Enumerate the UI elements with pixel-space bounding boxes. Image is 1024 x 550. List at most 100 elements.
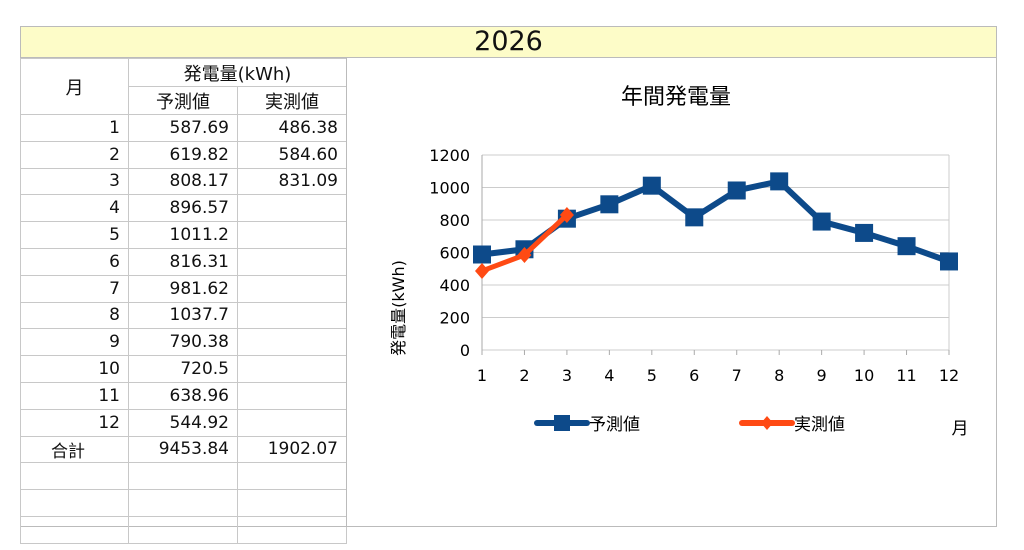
group-header: 発電量(kWh) [128, 58, 347, 87]
month-cell: 6 [20, 247, 129, 276]
x-tick-label: 3 [562, 366, 572, 385]
forecast-cell: 587.69 [128, 114, 238, 142]
data-point [855, 223, 874, 242]
total-row: 合計 9453.84 1902.07 [20, 435, 347, 464]
x-tick-label: 6 [689, 366, 699, 385]
data-point [473, 245, 491, 264]
month-cell: 4 [20, 194, 129, 223]
forecast-cell: 816.31 [128, 247, 238, 276]
month-cell: 12 [20, 408, 129, 437]
table-row: 1 587.69 486.38 [20, 114, 347, 142]
empty-row [20, 489, 347, 517]
data-point [812, 212, 831, 231]
data-point [559, 206, 574, 223]
month-cell: 10 [20, 355, 129, 383]
forecast-cell: 981.62 [128, 274, 238, 303]
forecast-cell: 544.92 [128, 408, 238, 437]
forecast-cell: 1037.7 [128, 301, 238, 330]
legend-marker [761, 416, 773, 430]
legend-label: 実測値 [794, 415, 845, 435]
x-tick-label: 4 [604, 366, 614, 385]
x-tick-label: 8 [774, 366, 784, 385]
forecast-cell: 1011.2 [128, 221, 238, 249]
actual-cell [237, 355, 347, 383]
series-line-0 [481, 178, 951, 265]
data-point [642, 176, 661, 195]
table-row: 8 1037.7 [20, 301, 347, 330]
table-row: 4 896.57 [20, 194, 347, 223]
legend-marker [554, 415, 570, 431]
actual-cell [237, 328, 347, 357]
month-header: 月 [20, 58, 129, 115]
total-actual: 1902.07 [237, 435, 347, 464]
month-cell: 8 [20, 301, 129, 330]
data-point [897, 237, 916, 256]
table-row: 9 790.38 [20, 328, 347, 357]
x-tick-label: 5 [647, 366, 657, 385]
x-axis-label: 月 [952, 419, 969, 439]
data-point [727, 181, 746, 200]
data-point [600, 195, 619, 214]
actual-cell [237, 221, 347, 249]
total-label: 合計 [20, 435, 129, 464]
data-point [685, 208, 704, 227]
forecast-header: 予測値 [128, 86, 238, 115]
table-row: 6 816.31 [20, 247, 347, 276]
table-row: 12 544.92 [20, 408, 347, 437]
y-tick-label: 1000 [429, 179, 470, 198]
empty-row [20, 515, 347, 544]
forecast-cell: 619.82 [128, 140, 238, 169]
table-row: 5 1011.2 [20, 221, 347, 249]
table-row: 2 619.82 584.60 [20, 140, 347, 169]
y-tick-label: 400 [439, 276, 470, 295]
y-tick-label: 800 [439, 211, 470, 230]
actual-cell [237, 301, 347, 330]
legend-label: 予測値 [589, 415, 640, 435]
actual-cell: 486.38 [237, 114, 347, 142]
actual-header: 実測値 [237, 86, 347, 115]
data-point [517, 247, 532, 264]
actual-cell [237, 381, 347, 410]
x-tick-label: 7 [732, 366, 742, 385]
forecast-cell: 720.5 [128, 355, 238, 383]
actual-cell: 584.60 [237, 140, 347, 169]
forecast-cell: 808.17 [128, 167, 238, 196]
total-forecast: 9453.84 [128, 435, 238, 464]
x-tick-label: 2 [519, 366, 529, 385]
y-axis-label: 発電量(kWh) [389, 260, 408, 356]
month-cell: 5 [20, 221, 129, 249]
x-tick-label: 11 [896, 366, 916, 385]
year-title: 2026 [20, 26, 997, 58]
actual-cell [237, 247, 347, 276]
forecast-cell: 638.96 [128, 381, 238, 410]
actual-cell: 831.09 [237, 167, 347, 196]
month-cell: 2 [20, 140, 129, 169]
generation-table: 月発電量(kWh) 予測値 実測値 1 587.69 486.38 2 619.82 584… [20, 58, 347, 544]
y-tick-label: 1200 [429, 146, 470, 165]
table-row: 7 981.62 [20, 274, 347, 303]
actual-cell [237, 408, 347, 437]
x-tick-label: 10 [854, 366, 874, 385]
data-point [475, 262, 489, 279]
forecast-cell: 896.57 [128, 194, 238, 223]
chart-title: 年間発電量 [621, 85, 731, 110]
month-cell: 9 [20, 328, 129, 357]
table-row: 11 638.96 [20, 381, 347, 410]
y-tick-label: 600 [439, 244, 470, 263]
y-tick-label: 0 [460, 341, 470, 360]
y-tick-label: 200 [439, 309, 470, 328]
x-tick-label: 1 [477, 366, 487, 385]
data-point [770, 172, 789, 191]
month-cell: 3 [20, 167, 129, 196]
month-cell: 1 [20, 114, 129, 142]
table-row: 10 720.5 [20, 355, 347, 383]
x-tick-label: 12 [939, 366, 959, 385]
forecast-cell: 790.38 [128, 328, 238, 357]
x-tick-label: 9 [817, 366, 827, 385]
month-cell: 7 [20, 274, 129, 303]
month-cell: 11 [20, 381, 129, 410]
actual-cell [237, 274, 347, 303]
table-row: 3 808.17 831.09 [20, 167, 347, 196]
chart-area: 年間発電量 発電量(kWh) 月 0 200 400 600 800 1000 1200 1 2… [346, 58, 998, 527]
